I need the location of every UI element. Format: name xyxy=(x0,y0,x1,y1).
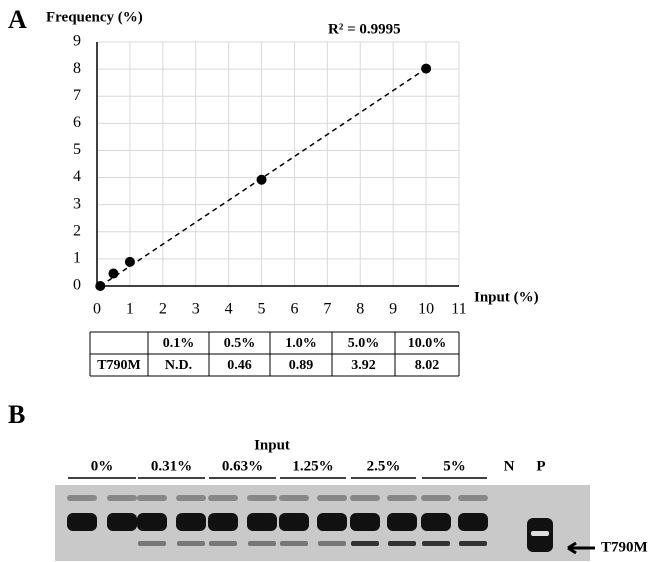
x-tick-label: 3 xyxy=(192,301,200,318)
x-tick-label: 1 xyxy=(126,301,134,318)
y-tick-label: 0 xyxy=(73,277,81,294)
data-point xyxy=(257,175,267,185)
y-axis-label: Frequency (%) xyxy=(46,9,143,25)
y-tick-label: 2 xyxy=(73,222,81,239)
table-cell: 8.02 xyxy=(415,358,440,373)
band xyxy=(67,513,97,531)
band xyxy=(279,513,309,531)
band-well xyxy=(137,495,167,501)
panel-label: A xyxy=(8,5,27,34)
band xyxy=(422,541,450,546)
y-tick-label: 6 xyxy=(73,114,81,131)
x-tick-label: 2 xyxy=(159,301,167,318)
x-axis-label: Input (%) xyxy=(474,289,539,305)
data-point xyxy=(125,257,135,267)
x-tick-label: 11 xyxy=(451,301,466,318)
band xyxy=(458,513,488,531)
data-point xyxy=(108,269,118,279)
band-well xyxy=(247,495,277,501)
band-well xyxy=(458,495,488,501)
band xyxy=(280,541,308,546)
table-cell: N.D. xyxy=(165,358,192,373)
band xyxy=(350,513,380,531)
lane-label: 5% xyxy=(443,458,466,474)
band-well xyxy=(317,495,347,501)
y-tick-label: 8 xyxy=(73,60,81,77)
x-tick-label: 8 xyxy=(356,301,364,318)
band xyxy=(317,513,347,531)
y-tick-label: 5 xyxy=(73,141,81,158)
band-well xyxy=(421,495,451,501)
band xyxy=(247,513,277,531)
lane-label: 0.63% xyxy=(222,458,263,474)
band xyxy=(388,541,416,546)
band xyxy=(177,541,205,546)
band xyxy=(531,531,549,536)
table-header: 0.1% xyxy=(163,336,195,351)
band xyxy=(351,541,379,546)
annotation: R² = 0.9995 xyxy=(328,21,401,37)
x-tick-label: 9 xyxy=(389,301,397,318)
band xyxy=(318,541,346,546)
data-point xyxy=(421,64,431,74)
x-tick-label: 0 xyxy=(93,301,101,318)
band xyxy=(208,513,238,531)
x-tick-label: 10 xyxy=(418,301,434,318)
band xyxy=(138,541,166,546)
band xyxy=(209,541,237,546)
band-well xyxy=(208,495,238,501)
table-header: 1.0% xyxy=(285,336,317,351)
band xyxy=(176,513,206,531)
table-cell: 0.46 xyxy=(227,358,252,373)
x-tick-label: 5 xyxy=(258,301,266,318)
y-tick-label: 9 xyxy=(73,33,81,50)
lane-label: P xyxy=(536,458,545,474)
x-tick-label: 7 xyxy=(323,301,331,318)
lane-label: 1.25% xyxy=(292,458,333,474)
lane-label: 2.5% xyxy=(367,458,401,474)
band xyxy=(459,541,487,546)
band-label: T790M xyxy=(601,539,648,555)
y-tick-label: 7 xyxy=(73,87,81,104)
band xyxy=(387,513,417,531)
band-well xyxy=(67,495,97,501)
band-well xyxy=(176,495,206,501)
band xyxy=(248,541,276,546)
table-header: 0.5% xyxy=(224,336,256,351)
band xyxy=(107,513,137,531)
figure: A Frequency (%) Input (%) R² = 0.9995 B … xyxy=(0,0,662,562)
lane-label: 0% xyxy=(91,458,114,474)
band-well xyxy=(387,495,417,501)
band-well xyxy=(279,495,309,501)
table-cell: 0.89 xyxy=(289,358,314,373)
x-tick-label: 4 xyxy=(225,301,233,318)
band-well xyxy=(107,495,137,501)
lane-label: N xyxy=(504,458,515,474)
table-header: 5.0% xyxy=(348,336,380,351)
y-tick-label: 4 xyxy=(73,168,81,185)
table-cell: 3.92 xyxy=(351,358,376,373)
table-header: 10.0% xyxy=(408,336,447,351)
lane-label: 0.31% xyxy=(151,458,192,474)
y-tick-label: 1 xyxy=(73,250,81,267)
band-well xyxy=(350,495,380,501)
y-tick-label: 3 xyxy=(73,195,81,212)
gel-title: Input xyxy=(254,437,290,453)
band xyxy=(421,513,451,531)
x-tick-label: 6 xyxy=(290,301,298,318)
table-cell: T790M xyxy=(97,358,141,373)
gel-image xyxy=(55,485,590,561)
data-point xyxy=(95,281,105,291)
panel-label: B xyxy=(8,400,25,429)
band xyxy=(137,513,167,531)
